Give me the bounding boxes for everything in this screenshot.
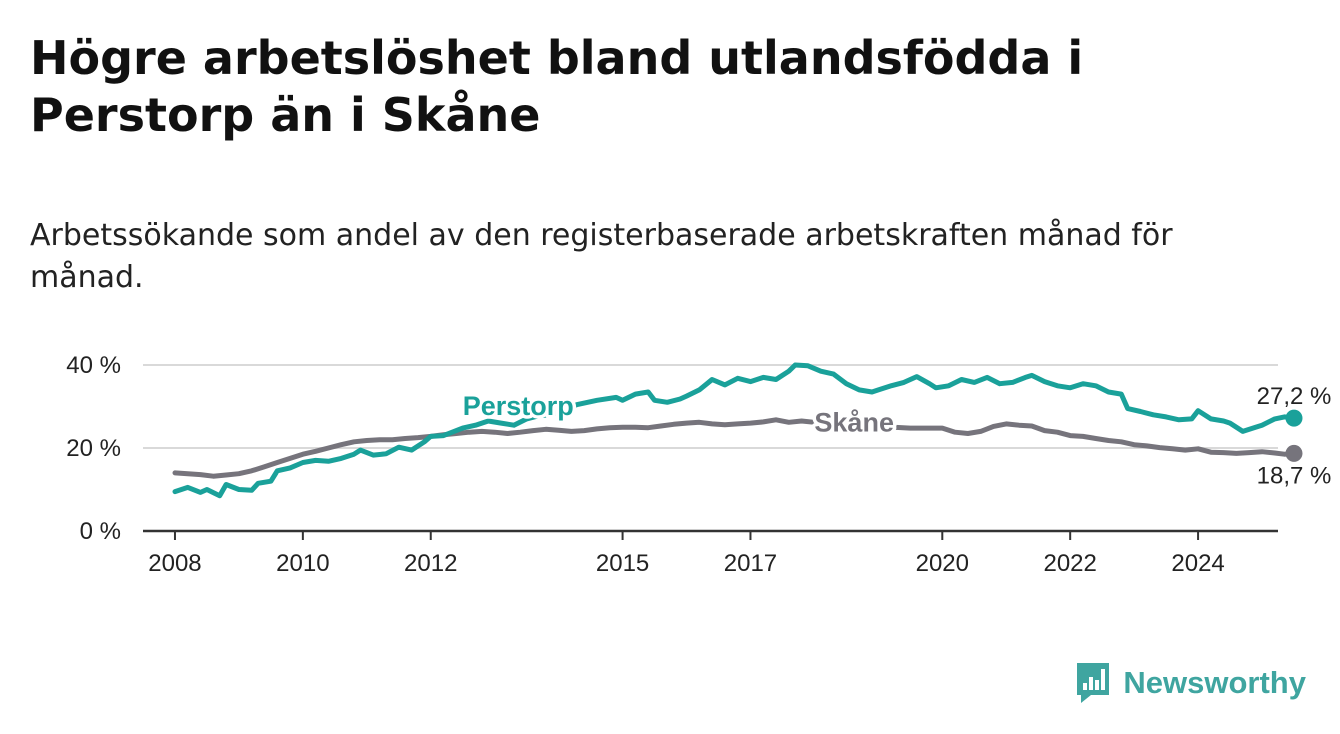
newsworthy-logo-icon bbox=[1077, 663, 1110, 703]
y-tick-label: 0 % bbox=[80, 518, 121, 545]
series-labels: 27,2 % 18,7 % Perstorp Skåne bbox=[459, 383, 1332, 489]
y-tick-label: 40 % bbox=[66, 352, 121, 379]
series-label-skåne: Skåne bbox=[814, 407, 894, 437]
x-tick-label: 2017 bbox=[724, 550, 777, 577]
line-chart: 0 % 20 % 40 % 2008 2010 2012 2015 2017 2020 2022… bbox=[66, 352, 1332, 577]
chart-subtitle: Arbetssökande som andel av den registerb… bbox=[30, 218, 1173, 295]
newsworthy-logo: Newsworthy bbox=[1075, 660, 1306, 706]
chart-title: Högre arbetslöshet bland utlandsfödda i … bbox=[30, 31, 1084, 142]
x-axis: 2008 2010 2012 2015 2017 2020 2022 2024 bbox=[143, 529, 1278, 577]
brand-name: Newsworthy bbox=[1123, 665, 1306, 700]
gridlines: 0 % 20 % 40 % bbox=[66, 352, 1278, 545]
end-point-perstorp bbox=[1285, 409, 1303, 427]
y-tick-label: 20 % bbox=[66, 435, 121, 462]
series-line-skåne bbox=[172, 417, 1297, 479]
end-value-label-skåne: 18,7 % bbox=[1257, 462, 1332, 489]
series-line-perstorp bbox=[172, 362, 1297, 499]
x-tick-label: 2020 bbox=[916, 550, 969, 577]
x-tick-label: 2008 bbox=[148, 550, 201, 577]
x-tick-label: 2022 bbox=[1043, 550, 1096, 577]
x-tick-label: 2012 bbox=[404, 550, 457, 577]
series-label-perstorp: Perstorp bbox=[463, 391, 574, 421]
x-tick-label: 2024 bbox=[1171, 550, 1224, 577]
end-value-label-perstorp: 27,2 % bbox=[1257, 383, 1332, 410]
x-tick-label: 2010 bbox=[276, 550, 329, 577]
x-tick-label: 2015 bbox=[596, 550, 649, 577]
end-point-skåne bbox=[1285, 444, 1303, 462]
series-lines bbox=[172, 362, 1297, 499]
